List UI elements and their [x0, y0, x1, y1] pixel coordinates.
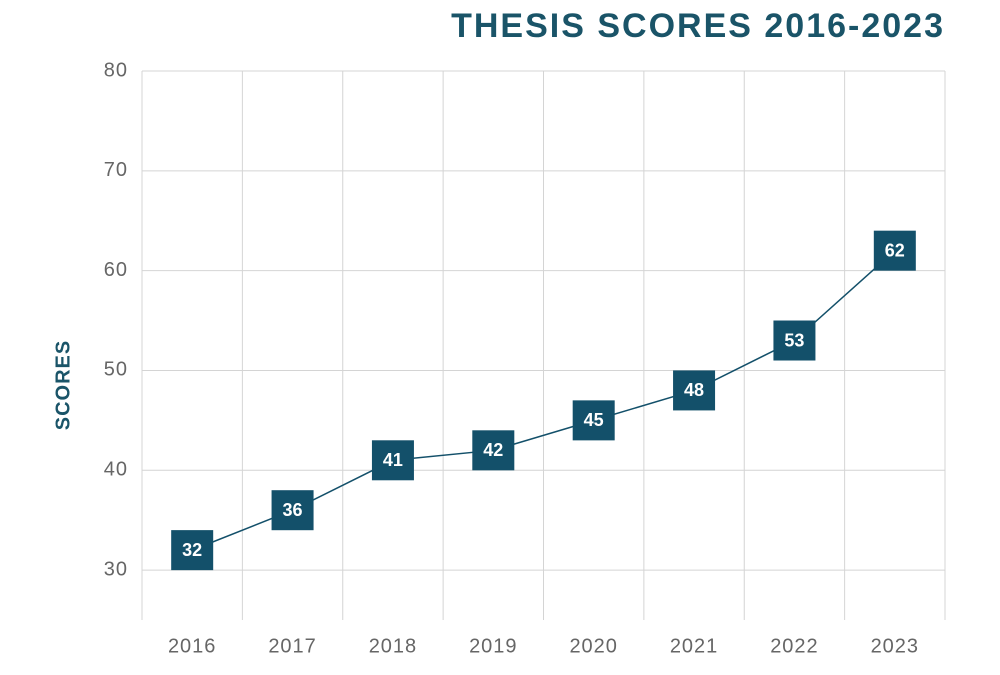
- point-marker: [171, 530, 214, 571]
- data-label: 53: [784, 330, 804, 350]
- data-label: 42: [483, 440, 503, 460]
- y-tick-label: 80: [104, 59, 128, 81]
- point-marker: [873, 230, 916, 271]
- x-tick-label: 2023: [871, 635, 920, 657]
- data-label: 36: [283, 500, 303, 520]
- point-marker: [572, 400, 615, 441]
- point-marker: [371, 440, 414, 481]
- x-tick-label: 2020: [569, 635, 618, 657]
- y-tick-label: 30: [104, 558, 128, 580]
- data-label: 62: [885, 240, 905, 260]
- chart-title: THESIS SCORES 2016-2023: [451, 7, 945, 45]
- data-label: 32: [182, 540, 202, 560]
- data-label: 41: [383, 450, 403, 470]
- y-tick-label: 70: [104, 159, 128, 181]
- point-marker: [271, 490, 314, 531]
- y-tick-label: 40: [104, 459, 128, 481]
- y-tick-label: 50: [104, 359, 128, 381]
- data-label: 45: [584, 410, 604, 430]
- x-tick-label: 2016: [168, 635, 217, 657]
- point-marker: [472, 430, 515, 471]
- y-tick-label: 60: [104, 259, 128, 281]
- x-tick-label: 2017: [268, 635, 317, 657]
- point-marker: [673, 370, 716, 411]
- x-tick-label: 2022: [770, 635, 819, 657]
- x-tick-label: 2019: [469, 635, 518, 657]
- data-label: 48: [684, 380, 704, 400]
- point-marker: [773, 320, 816, 361]
- x-tick-label: 2021: [670, 635, 719, 657]
- y-axis-label: SCORES: [52, 340, 74, 430]
- x-tick-label: 2018: [369, 635, 418, 657]
